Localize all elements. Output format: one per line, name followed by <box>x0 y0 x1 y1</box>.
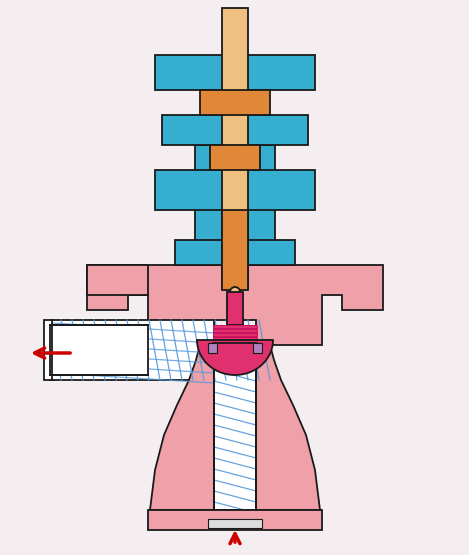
Polygon shape <box>155 170 315 210</box>
Polygon shape <box>208 519 262 528</box>
Polygon shape <box>222 210 248 290</box>
Polygon shape <box>50 325 148 375</box>
Polygon shape <box>253 343 262 353</box>
Polygon shape <box>155 55 315 90</box>
Polygon shape <box>195 145 275 265</box>
Polygon shape <box>222 8 248 288</box>
Polygon shape <box>162 115 308 145</box>
Polygon shape <box>197 340 273 375</box>
Polygon shape <box>227 292 243 325</box>
Polygon shape <box>213 325 257 328</box>
Polygon shape <box>213 329 257 332</box>
Polygon shape <box>44 320 52 380</box>
Polygon shape <box>175 240 295 265</box>
Polygon shape <box>50 320 214 380</box>
Polygon shape <box>200 90 270 115</box>
Polygon shape <box>210 145 260 170</box>
Polygon shape <box>214 345 256 510</box>
Polygon shape <box>208 343 217 353</box>
Circle shape <box>230 287 240 297</box>
Polygon shape <box>148 510 322 530</box>
Polygon shape <box>213 333 257 336</box>
Polygon shape <box>213 337 257 340</box>
Polygon shape <box>148 345 214 510</box>
Polygon shape <box>256 345 322 510</box>
Polygon shape <box>87 265 148 295</box>
Polygon shape <box>87 245 383 345</box>
